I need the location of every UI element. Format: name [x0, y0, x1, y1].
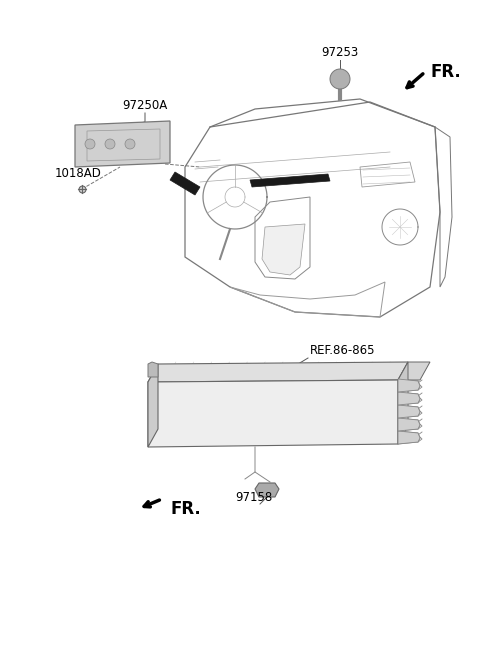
Text: 97253: 97253	[322, 46, 359, 59]
Text: REF.86-865: REF.86-865	[310, 344, 375, 357]
Text: 97250A: 97250A	[122, 99, 168, 112]
Text: FR.: FR.	[430, 63, 461, 81]
Polygon shape	[398, 379, 420, 392]
Polygon shape	[398, 362, 408, 444]
Text: FR.: FR.	[170, 500, 201, 518]
Polygon shape	[398, 431, 420, 444]
Circle shape	[125, 139, 135, 149]
Polygon shape	[398, 362, 430, 380]
Text: 1018AD: 1018AD	[55, 167, 102, 180]
Text: 97158: 97158	[235, 491, 272, 504]
Polygon shape	[255, 483, 279, 497]
Circle shape	[105, 139, 115, 149]
Polygon shape	[398, 405, 420, 418]
Polygon shape	[250, 174, 330, 187]
Polygon shape	[148, 364, 158, 447]
Polygon shape	[75, 121, 170, 167]
Polygon shape	[170, 172, 200, 195]
Polygon shape	[148, 380, 398, 447]
Polygon shape	[262, 224, 305, 275]
Polygon shape	[398, 392, 420, 405]
Polygon shape	[148, 362, 158, 377]
Circle shape	[330, 69, 350, 89]
Polygon shape	[398, 418, 420, 431]
Circle shape	[85, 139, 95, 149]
Polygon shape	[148, 362, 408, 382]
